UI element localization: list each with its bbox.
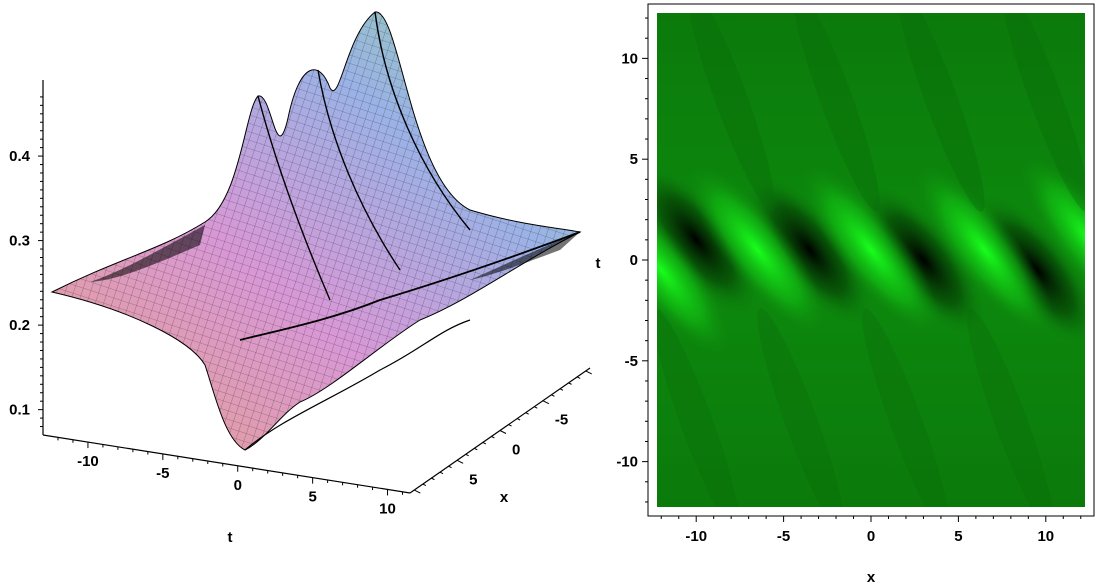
heatmap-faint-band (897, 12, 985, 212)
x-tick (482, 441, 487, 445)
heatmap-faint-band (656, 308, 740, 508)
x-tick (508, 424, 512, 427)
heatmap-x-tick-label: 10 (1037, 528, 1054, 545)
t-axis-line (42, 434, 411, 494)
x-tick (542, 400, 550, 405)
heatmap-faint-band (967, 308, 1055, 508)
z-tick-label: 0.3 (9, 233, 30, 250)
heatmap-faint-band (1002, 12, 1086, 212)
surface-mesh (52, 11, 580, 451)
heatmap-border (655, 11, 1087, 509)
heatmap-x-tick-label: 0 (867, 528, 875, 545)
surface-ridge-2 (317, 69, 401, 271)
heatmap-bright-band (801, 164, 941, 335)
heatmap-x-tick-label: -5 (777, 528, 790, 545)
heatmap-dark-band (744, 171, 875, 328)
z-ticks: 0.1 0.2 0.3 0.4 (9, 96, 43, 428)
x-tick (499, 430, 507, 434)
heatmap-faint-band (862, 308, 950, 508)
heatmap-x-tick-label: -10 (685, 528, 707, 545)
x-tick-label: 5 (469, 471, 477, 488)
t-tick-label: 10 (379, 500, 396, 517)
heatmap-y-tick-label: -5 (625, 353, 638, 370)
heatmap-xlabel: x (867, 569, 876, 586)
heatmap-bright-band (915, 164, 1055, 335)
x-tick (534, 406, 538, 409)
x-tick (414, 489, 421, 494)
t-tick-label: -5 (156, 465, 169, 482)
x-tick (465, 453, 469, 457)
heatmap-bright-band (656, 185, 731, 356)
heatmap-bands (656, 12, 1086, 508)
t-tick-label: -10 (77, 453, 99, 470)
z-tick-label: 0.1 (9, 402, 30, 419)
heatmap-dark-band (858, 181, 989, 339)
x-tick (491, 436, 495, 439)
heatmap-ylabel: t (596, 255, 601, 272)
t-tick-label: 5 (308, 489, 316, 506)
heatmap-y-tick-label: 0 (630, 252, 638, 269)
x-tick (516, 418, 521, 421)
t-tick-label: 0 (234, 477, 242, 494)
heatmap-bright-band (1020, 154, 1086, 325)
heatmap-faint-band (792, 12, 880, 212)
surface-ridge-3 (374, 11, 471, 231)
x-tick (431, 477, 435, 481)
z-tick-label: 0.4 (9, 148, 31, 165)
t-ticks: -10 -5 0 5 10 (57, 437, 404, 517)
heatmap-x-tick-label: 5 (954, 528, 962, 545)
surface-shadow-right (470, 232, 580, 280)
surface-fold-1 (239, 231, 581, 341)
heatmap-x-ticks: -10 -5 0 5 10 (660, 516, 1082, 545)
surface-xlabel: t (228, 529, 233, 546)
x-tick-label: -5 (555, 412, 568, 429)
x-tick (525, 412, 529, 415)
surface-ridge-1 (257, 95, 331, 301)
heatmap-bright-band (687, 164, 827, 335)
x-tick (576, 376, 581, 379)
z-tick-label: 0.2 (9, 317, 30, 334)
surface-plot: 0.1 0.2 0.3 0.4 -10 -5 0 5 10 5 0 -5 t x (9, 11, 592, 546)
x-tick (585, 370, 592, 375)
surface-ylabel: x (500, 489, 509, 506)
heatmap-y-tick-label: 5 (630, 151, 638, 168)
heatmap-y-tick-label: 10 (621, 50, 638, 67)
x-tick (456, 459, 464, 464)
x-tick (422, 483, 427, 487)
heatmap-plot: -10 -5 0 5 10 10 5 0 -5 -10 x t (596, 3, 1095, 586)
heatmap-faint-band (687, 12, 775, 212)
x-tick (474, 447, 478, 451)
x-tick (551, 394, 555, 397)
x-tick-label: 0 (512, 442, 520, 459)
surface-fold-2 (244, 319, 471, 451)
x-tick (559, 388, 564, 391)
x-tick (568, 382, 572, 385)
heatmap-y-ticks: 10 5 0 -5 -10 (616, 17, 648, 503)
heatmap-faint-band (757, 308, 845, 508)
heatmap-y-tick-label: -10 (616, 454, 638, 471)
heatmap-dark-band (656, 161, 762, 318)
x-ticks: 5 0 -5 (414, 370, 592, 494)
x-tick (448, 465, 452, 469)
x-tick (439, 471, 444, 475)
